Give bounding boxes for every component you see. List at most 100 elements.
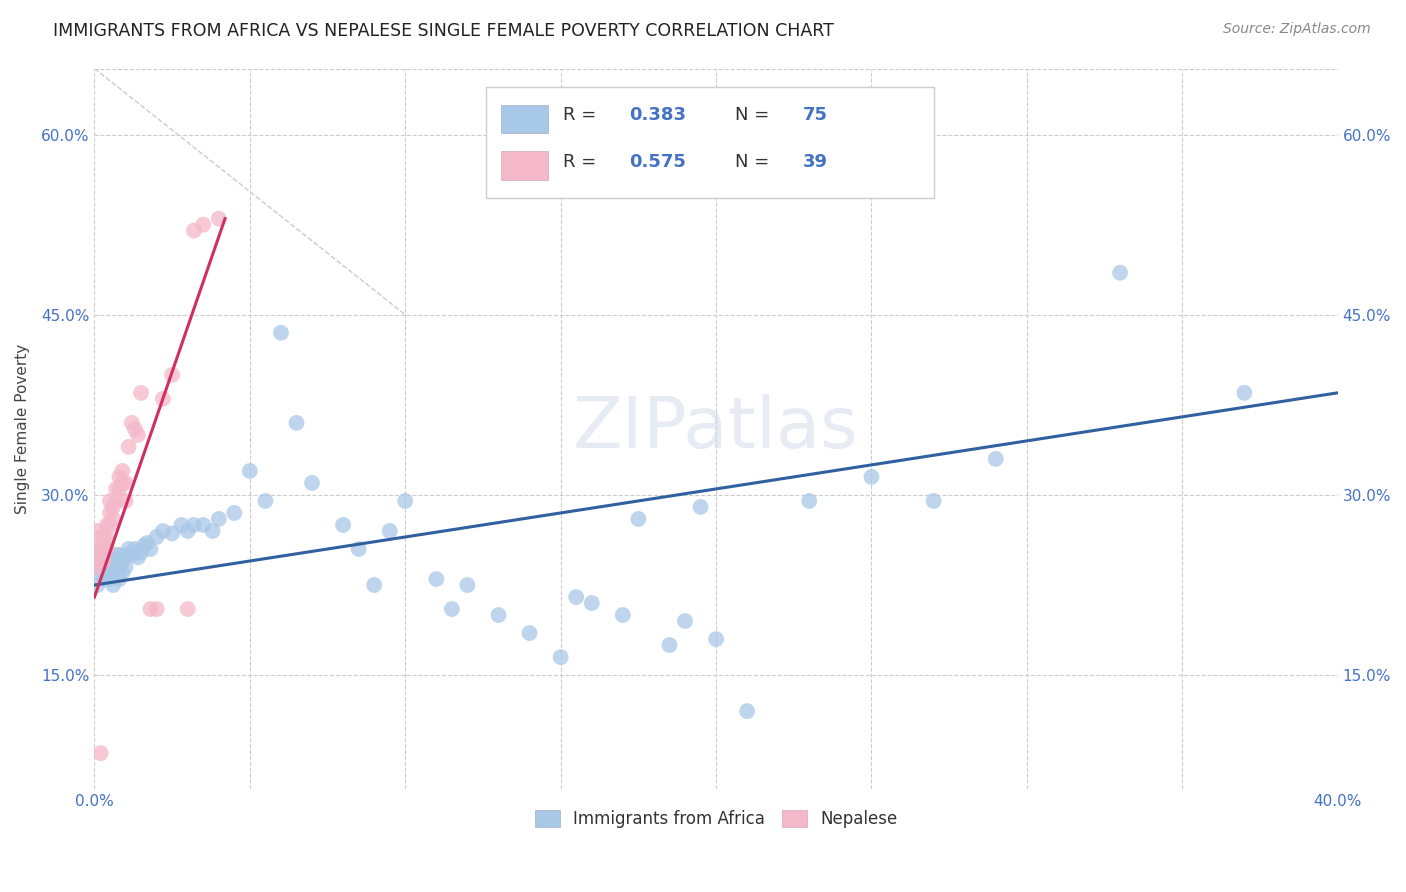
Point <box>550 650 572 665</box>
Point <box>93 554 115 568</box>
Point <box>378 524 401 538</box>
Point <box>129 545 152 559</box>
Point <box>145 530 167 544</box>
Point <box>108 548 131 562</box>
Point <box>799 494 821 508</box>
Point <box>440 602 463 616</box>
Point <box>111 475 134 490</box>
Text: R =: R = <box>564 106 602 124</box>
Text: 0.383: 0.383 <box>628 106 686 124</box>
Point <box>129 385 152 400</box>
Point <box>86 541 108 556</box>
Point <box>90 566 112 580</box>
Point <box>565 590 588 604</box>
Text: 75: 75 <box>803 106 828 124</box>
Point <box>98 518 121 533</box>
Point <box>96 566 118 580</box>
Point <box>98 548 121 562</box>
Point <box>90 541 112 556</box>
Point <box>114 560 136 574</box>
FancyBboxPatch shape <box>486 87 934 198</box>
Point <box>114 494 136 508</box>
Point <box>860 470 883 484</box>
Point <box>177 602 200 616</box>
Point <box>108 470 131 484</box>
Point <box>689 500 711 514</box>
Point <box>121 548 143 562</box>
Text: R =: R = <box>564 153 602 171</box>
Point <box>121 416 143 430</box>
Text: ZIPatlas: ZIPatlas <box>574 394 859 463</box>
Point <box>124 422 146 436</box>
Point <box>93 560 115 574</box>
Point <box>96 554 118 568</box>
Point <box>86 560 108 574</box>
Point <box>193 518 215 533</box>
Point <box>118 541 141 556</box>
Point <box>285 416 308 430</box>
Point <box>96 541 118 556</box>
Point <box>90 541 112 556</box>
Point <box>98 560 121 574</box>
Point <box>425 572 447 586</box>
Point <box>394 494 416 508</box>
Point <box>105 560 128 574</box>
Point <box>105 482 128 496</box>
Point <box>519 626 541 640</box>
Point <box>118 440 141 454</box>
Point <box>704 632 727 646</box>
Point <box>201 524 224 538</box>
Point <box>152 524 174 538</box>
Point <box>114 548 136 562</box>
Point <box>208 211 231 226</box>
Point <box>101 578 124 592</box>
Point <box>136 536 159 550</box>
Point <box>488 608 510 623</box>
Point <box>139 602 162 616</box>
Point <box>627 512 650 526</box>
Point <box>96 541 118 556</box>
Text: Source: ZipAtlas.com: Source: ZipAtlas.com <box>1223 22 1371 37</box>
Point <box>139 541 162 556</box>
Point <box>332 518 354 533</box>
Point <box>101 512 124 526</box>
Bar <box>501 104 548 134</box>
Point <box>101 500 124 514</box>
Point <box>208 512 231 526</box>
Point <box>105 548 128 562</box>
Point <box>101 566 124 580</box>
Point <box>86 578 108 592</box>
Point <box>96 530 118 544</box>
Point <box>347 541 370 556</box>
Point <box>1233 385 1256 400</box>
Legend: Immigrants from Africa, Nepalese: Immigrants from Africa, Nepalese <box>529 804 904 835</box>
Point <box>239 464 262 478</box>
Point <box>124 541 146 556</box>
Point <box>224 506 246 520</box>
Point <box>127 428 149 442</box>
Point <box>254 494 277 508</box>
Y-axis label: Single Female Poverty: Single Female Poverty <box>15 343 30 514</box>
Text: 0.575: 0.575 <box>628 153 686 171</box>
Point <box>98 494 121 508</box>
Point <box>612 608 634 623</box>
Point <box>270 326 292 340</box>
Point <box>93 548 115 562</box>
Point <box>105 494 128 508</box>
Point <box>177 524 200 538</box>
Point <box>108 572 131 586</box>
Point <box>301 475 323 490</box>
Point <box>101 554 124 568</box>
Text: N =: N = <box>735 106 775 124</box>
Point <box>90 554 112 568</box>
Point <box>170 518 193 533</box>
Point <box>673 614 696 628</box>
Point <box>108 560 131 574</box>
Point <box>145 602 167 616</box>
Point <box>183 224 205 238</box>
Point <box>363 578 385 592</box>
Point <box>111 554 134 568</box>
Point <box>90 746 112 760</box>
Point <box>134 538 156 552</box>
Point <box>114 475 136 490</box>
